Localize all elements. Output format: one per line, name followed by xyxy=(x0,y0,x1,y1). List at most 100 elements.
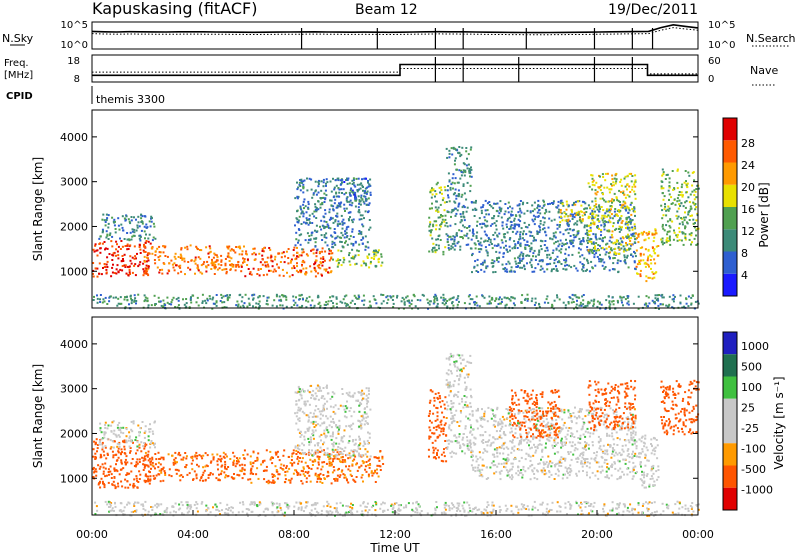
data-point xyxy=(373,249,375,252)
data-point xyxy=(463,302,466,305)
data-point xyxy=(338,188,341,191)
data-point xyxy=(123,238,126,240)
data-point xyxy=(294,445,297,448)
data-point xyxy=(639,275,642,278)
data-point xyxy=(611,217,614,220)
data-point xyxy=(578,296,581,299)
data-point xyxy=(237,459,239,462)
data-point xyxy=(353,443,356,446)
data-point xyxy=(184,246,187,249)
data-point xyxy=(106,452,109,455)
data-point xyxy=(103,433,106,436)
data-point xyxy=(102,230,104,233)
data-point xyxy=(101,437,104,440)
data-point xyxy=(454,177,457,180)
data-point xyxy=(368,458,371,461)
data-point xyxy=(625,235,628,238)
data-point xyxy=(563,243,565,246)
data-point xyxy=(435,183,438,186)
data-point xyxy=(620,221,623,224)
data-point xyxy=(693,179,696,182)
data-point xyxy=(565,268,568,271)
data-point xyxy=(345,407,348,410)
data-point xyxy=(314,392,317,395)
data-point xyxy=(634,193,637,196)
data-point xyxy=(690,234,693,237)
data-point xyxy=(138,461,141,463)
data-point xyxy=(321,461,324,464)
data-point xyxy=(148,428,150,431)
data-point xyxy=(691,190,694,193)
data-point xyxy=(473,303,476,306)
data-point xyxy=(693,226,696,229)
data-point xyxy=(221,268,224,271)
data-point xyxy=(360,239,363,241)
data-point xyxy=(684,237,687,239)
data-point xyxy=(369,408,372,411)
data-point xyxy=(240,270,243,273)
data-point xyxy=(581,268,584,271)
data-point xyxy=(296,246,298,249)
data-point xyxy=(551,303,554,306)
data-point xyxy=(210,460,213,463)
data-point xyxy=(314,259,317,262)
data-point xyxy=(297,221,300,224)
data-point xyxy=(687,305,690,308)
data-point xyxy=(97,464,100,467)
data-point xyxy=(154,250,157,253)
data-point xyxy=(643,239,646,242)
data-point xyxy=(456,242,459,245)
data-point xyxy=(551,202,553,204)
data-point xyxy=(93,250,96,253)
data-point xyxy=(693,237,696,240)
data-point xyxy=(322,387,325,389)
data-point xyxy=(574,214,577,217)
data-point xyxy=(519,233,522,236)
data-point xyxy=(267,482,270,485)
data-point xyxy=(483,296,486,299)
data-point xyxy=(622,245,625,248)
data-point xyxy=(130,470,133,473)
data-point xyxy=(662,296,665,299)
data-point xyxy=(294,258,297,261)
data-point xyxy=(264,261,266,264)
data-point xyxy=(160,468,163,471)
data-point xyxy=(304,461,307,464)
data-point xyxy=(151,430,154,433)
data-point xyxy=(354,241,357,244)
data-point xyxy=(433,220,436,223)
data-point xyxy=(370,470,373,473)
data-point xyxy=(494,271,497,273)
data-point xyxy=(513,223,516,226)
data-point xyxy=(368,432,371,435)
data-point xyxy=(609,188,612,191)
data-point xyxy=(434,419,437,422)
data-point xyxy=(560,216,563,219)
data-point xyxy=(675,214,678,217)
data-point xyxy=(236,300,239,303)
data-point xyxy=(372,250,375,253)
data-point xyxy=(147,465,150,468)
data-point xyxy=(292,265,295,268)
data-point xyxy=(621,236,624,239)
data-point xyxy=(232,249,235,252)
data-point xyxy=(475,295,478,298)
data-point xyxy=(342,222,345,225)
data-point xyxy=(432,412,435,415)
data-point xyxy=(483,259,486,262)
data-point xyxy=(483,230,486,233)
data-point xyxy=(532,252,535,255)
data-point xyxy=(153,259,156,261)
data-point xyxy=(229,458,232,460)
data-point xyxy=(564,264,566,267)
data-point xyxy=(599,253,601,256)
data-point xyxy=(287,262,290,265)
data-point xyxy=(545,210,548,213)
data-point xyxy=(501,221,504,224)
data-point xyxy=(159,255,162,258)
data-point xyxy=(297,406,300,409)
data-point xyxy=(428,437,431,440)
data-point xyxy=(101,463,104,466)
data-point xyxy=(654,252,657,255)
